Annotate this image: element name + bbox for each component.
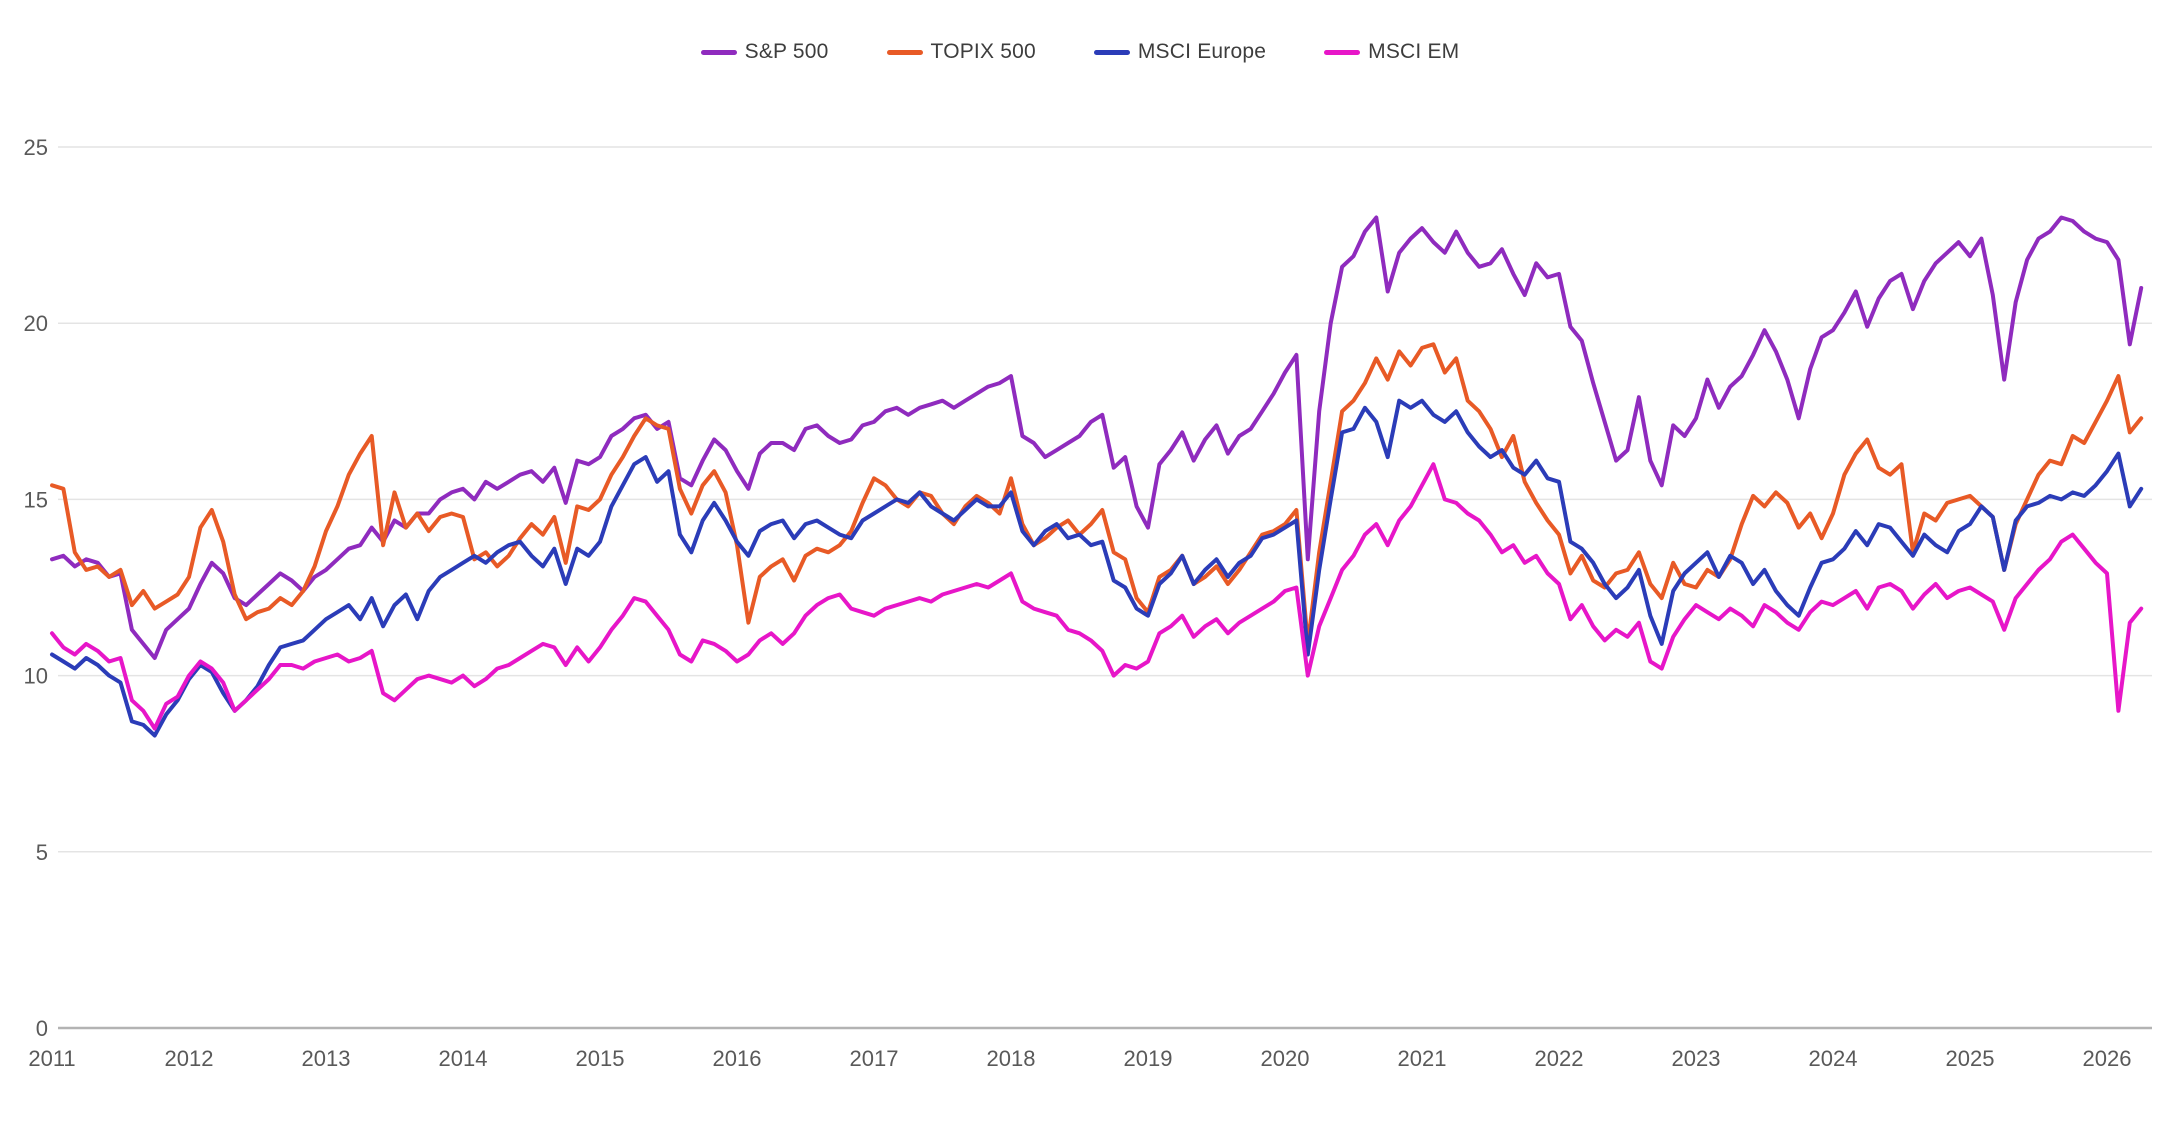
- gridlines-group: [58, 146, 2152, 1030]
- y-tick-label: 10: [24, 664, 48, 689]
- legend-label: S&P 500: [744, 40, 829, 63]
- legend-label: MSCI EM: [1368, 40, 1460, 63]
- series-line-msci-europe: [50, 398, 2144, 738]
- y-tick-label: 15: [24, 487, 48, 512]
- legend-swatch-icon: [1324, 49, 1361, 55]
- x-tick-label: 2017: [850, 1046, 899, 1071]
- x-tick-label: 2016: [713, 1046, 762, 1071]
- x-tick-label: 2013: [302, 1046, 351, 1071]
- x-tick-label: 2018: [987, 1046, 1036, 1071]
- y-tick-label: 5: [36, 840, 48, 865]
- legend-label: TOPIX 500: [930, 40, 1036, 63]
- series-lines-group: [50, 215, 2144, 738]
- y-tick-label: 25: [24, 135, 48, 160]
- legend-swatch-icon: [1093, 49, 1130, 55]
- series-line-msci-em: [50, 462, 2144, 731]
- legend-label: MSCI Europe: [1137, 40, 1267, 63]
- x-tick-label: 2022: [1535, 1046, 1584, 1071]
- x-tick-label: 2021: [1398, 1046, 1447, 1071]
- legend-swatch-icon: [700, 49, 737, 55]
- x-tick-label: 2019: [1124, 1046, 1173, 1071]
- chart-legend: S&P 500 TOPIX 500 MSCI Europe MSCI EM: [0, 40, 2160, 64]
- series-line-s-p-500: [50, 215, 2144, 660]
- y-tick-label: 0: [36, 1016, 48, 1041]
- legend-item-msci-em[interactable]: MSCI EM: [1324, 40, 1459, 64]
- x-tick-label: 2025: [1946, 1046, 1995, 1071]
- legend-item-msci-europe[interactable]: MSCI Europe: [1093, 40, 1267, 64]
- x-tick-label: 2026: [2083, 1046, 2132, 1071]
- x-tick-label: 2011: [28, 1046, 75, 1071]
- x-tick-label: 2014: [439, 1046, 488, 1071]
- y-tick-label: 20: [24, 311, 48, 336]
- legend-swatch-icon: [886, 49, 923, 55]
- x-tick-label: 2024: [1809, 1046, 1858, 1071]
- x-tick-label: 2015: [576, 1046, 625, 1071]
- legend-item-topix-500[interactable]: TOPIX 500: [886, 40, 1036, 64]
- x-tick-label: 2020: [1261, 1046, 1310, 1071]
- x-tick-label: 2012: [165, 1046, 214, 1071]
- x-tick-label: 2023: [1672, 1046, 1721, 1071]
- series-line-topix-500: [50, 342, 2144, 646]
- legend-item-s-p-500[interactable]: S&P 500: [700, 40, 829, 64]
